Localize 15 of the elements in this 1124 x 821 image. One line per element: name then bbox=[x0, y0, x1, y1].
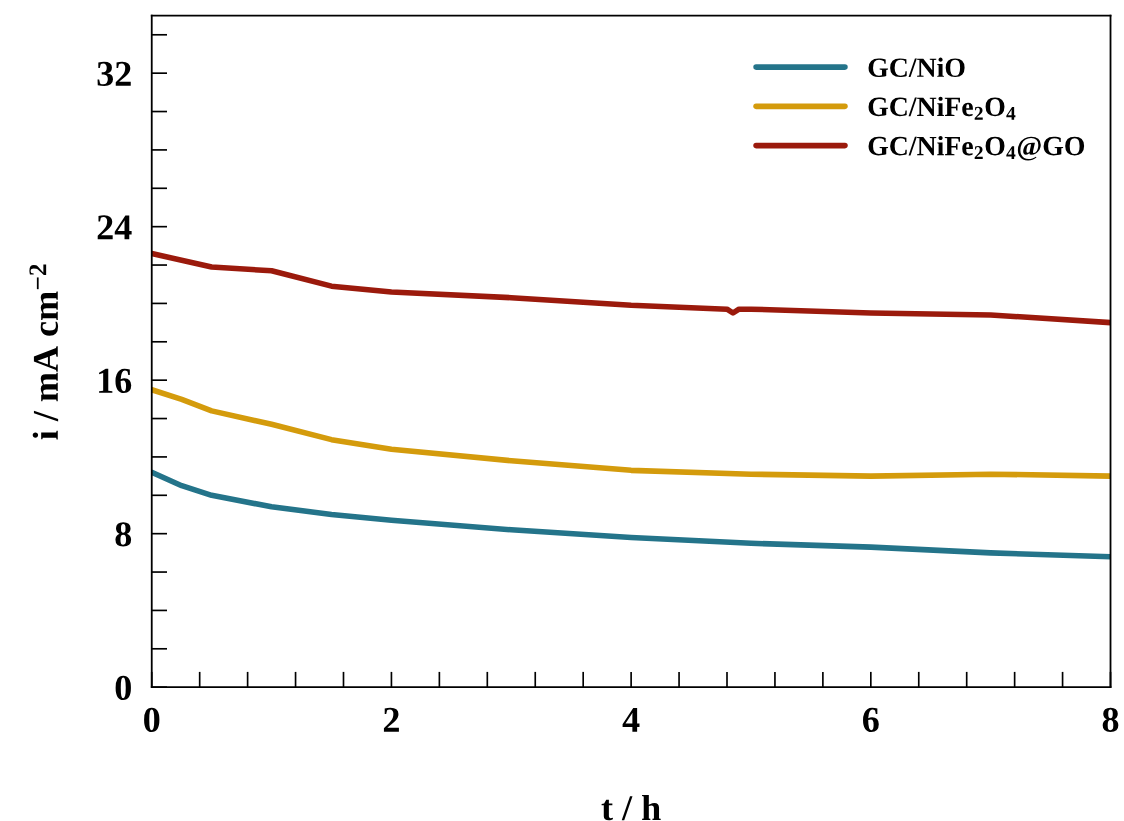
x-axis-title: t / h bbox=[601, 794, 661, 821]
x-tick-label: 4 bbox=[622, 707, 640, 732]
y-tick-label: 16 bbox=[99, 368, 132, 394]
legend-label: GC/NiFe$_{2}$O$_{4}$@GO bbox=[868, 135, 1085, 161]
y-tick-label: 0 bbox=[115, 675, 131, 701]
x-tick-label: 2 bbox=[383, 707, 399, 732]
y-tick-label: 8 bbox=[115, 522, 132, 547]
legend-label: GC/NiO bbox=[868, 57, 965, 78]
y-tick-label: 24 bbox=[97, 215, 132, 240]
y-axis-title: i / mA cm$^{−2}$ bbox=[29, 264, 59, 440]
x-tick-label: 6 bbox=[863, 707, 879, 733]
x-tick-label: 0 bbox=[144, 707, 160, 733]
x-tick-label: 8 bbox=[1102, 707, 1119, 733]
y-tick-label: 32 bbox=[97, 61, 131, 87]
legend-label: GC/NiFe$_{2}$O$_{4}$ bbox=[868, 96, 1016, 120]
